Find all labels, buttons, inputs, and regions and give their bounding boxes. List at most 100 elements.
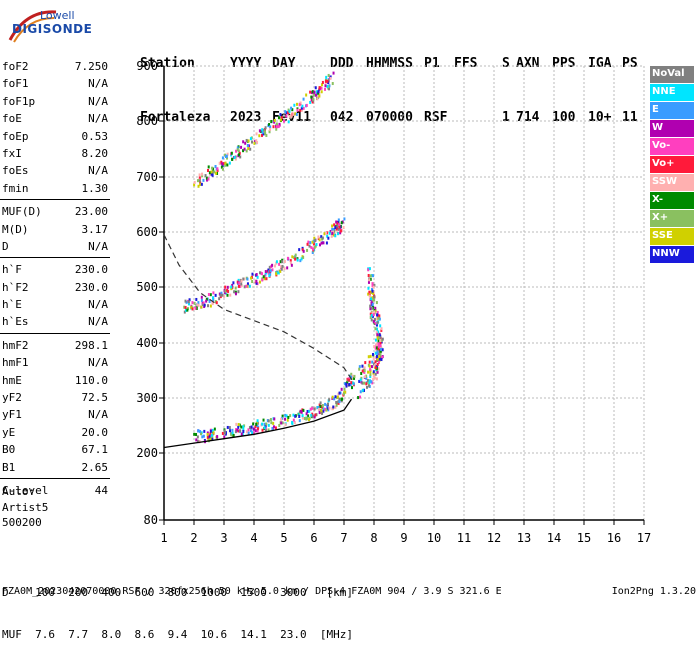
- echo-point: [261, 428, 264, 432]
- echo-point: [335, 220, 338, 224]
- param-name: hmE: [2, 373, 22, 387]
- echo-point: [264, 132, 267, 136]
- echo-point: [371, 314, 374, 318]
- echo-point: [321, 404, 324, 408]
- echo-point: [207, 304, 210, 308]
- header-label-axn: AXN: [516, 56, 540, 71]
- legend-item-vox: Vo+: [650, 155, 694, 173]
- echo-point: [275, 272, 278, 276]
- header-label-iga: IGA: [588, 56, 612, 71]
- echo-point: [336, 395, 339, 399]
- param-value: N/A: [88, 408, 108, 422]
- echo-point: [372, 352, 375, 356]
- echo-point: [298, 248, 301, 252]
- echo-point: [240, 145, 243, 149]
- echo-point: [240, 284, 243, 288]
- echo-point: [367, 274, 370, 278]
- echo-point: [196, 435, 199, 439]
- echo-point: [367, 268, 370, 272]
- echo-point: [332, 233, 335, 237]
- echo-point: [214, 164, 217, 168]
- echo-point: [263, 422, 266, 426]
- echo-point: [377, 342, 380, 346]
- param-name: foF2: [2, 60, 29, 73]
- echo-point: [376, 321, 379, 325]
- echo-point: [236, 148, 239, 152]
- echo-point: [237, 149, 240, 153]
- echo-point: [279, 265, 282, 269]
- echo-point: [251, 431, 254, 435]
- echo-point: [246, 282, 249, 286]
- echo-point: [371, 287, 374, 291]
- echo-point: [312, 247, 315, 251]
- echo-point: [197, 301, 200, 305]
- echo-point: [343, 387, 346, 391]
- echo-point: [220, 165, 223, 169]
- echo-point: [381, 348, 384, 352]
- echo-point: [224, 161, 227, 165]
- x-tick-label: 14: [547, 531, 561, 545]
- param-name: foE: [2, 112, 22, 126]
- param-row: M(D) 3.17: [0, 221, 110, 238]
- echo-point: [209, 432, 212, 436]
- echo-point: [328, 231, 331, 235]
- echo-point: [221, 431, 224, 435]
- echo-point: [327, 73, 330, 77]
- echo-point: [294, 414, 297, 418]
- echo-point: [305, 417, 308, 421]
- echo-point: [372, 377, 375, 381]
- echo-point: [379, 352, 382, 356]
- echo-point: [208, 299, 211, 303]
- echo-point: [193, 183, 196, 187]
- echo-point: [380, 327, 383, 331]
- echo-point: [268, 265, 271, 269]
- echo-point: [229, 429, 232, 433]
- echo-point: [231, 157, 234, 161]
- echo-point: [319, 401, 322, 405]
- y-tick-label: 600: [136, 225, 158, 239]
- echo-point: [293, 421, 296, 425]
- echo-point: [373, 310, 376, 314]
- echo-point: [248, 144, 251, 148]
- echo-point: [268, 130, 271, 134]
- param-row: hmF2 298.1: [0, 337, 110, 354]
- echo-point: [240, 282, 243, 286]
- echo-point: [196, 179, 199, 183]
- echo-point: [348, 382, 351, 386]
- echo-point: [361, 364, 364, 368]
- echo-point: [313, 415, 316, 419]
- echo-point: [380, 328, 383, 332]
- param-row: h`E N/A: [0, 296, 110, 313]
- echo-point: [287, 111, 290, 115]
- echo-point: [252, 431, 255, 435]
- echo-point: [233, 290, 236, 294]
- param-value: 8.20: [81, 146, 109, 160]
- echo-point: [337, 401, 340, 405]
- echo-point: [350, 386, 353, 390]
- echo-point: [326, 84, 329, 88]
- echo-point: [378, 335, 381, 339]
- echo-point: [226, 285, 229, 289]
- echo-point: [205, 297, 208, 301]
- echo-point: [273, 264, 276, 268]
- header-label-ps: PS: [622, 56, 638, 71]
- echo-point: [375, 348, 378, 352]
- echo-point: [376, 370, 379, 374]
- echo-point: [183, 305, 186, 309]
- echo-point: [368, 294, 371, 298]
- x-tick-label: 7: [340, 531, 347, 545]
- echo-point: [302, 106, 305, 110]
- echo-point: [376, 317, 379, 321]
- echo-point: [211, 166, 214, 170]
- echo-point: [292, 418, 295, 422]
- echo-point: [309, 407, 312, 411]
- echo-point: [235, 422, 238, 426]
- echo-point: [363, 381, 366, 385]
- echo-point: [195, 297, 198, 301]
- echo-point: [197, 184, 200, 188]
- echo-point: [373, 362, 376, 366]
- echo-point: [262, 275, 265, 279]
- x-tick-label: 3: [220, 531, 227, 545]
- echo-point: [209, 429, 212, 433]
- echo-point: [364, 361, 367, 365]
